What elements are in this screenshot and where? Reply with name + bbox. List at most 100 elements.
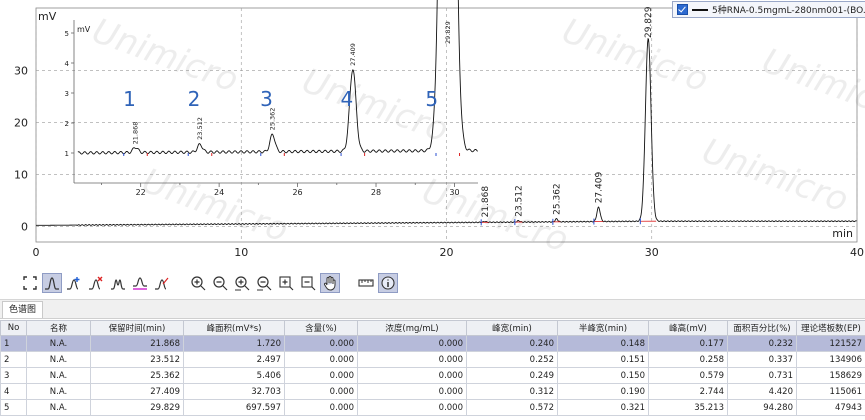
pan-hand-icon (323, 276, 336, 291)
inset-peak-label: 29.829 (444, 21, 452, 44)
y-tick-label: 30 (14, 64, 28, 77)
info-button[interactable] (378, 273, 398, 293)
table-cell: 0.177 (648, 335, 728, 352)
table-row[interactable]: 5 N.A. 29.829 697.597 0.000 0.000 0.572 0.321 35… (0, 399, 865, 416)
table-cell: 0.000 (357, 399, 467, 416)
integrate-peak-icon (45, 277, 59, 290)
inset-y-tick-label: 2 (65, 120, 69, 128)
table-row[interactable]: 4 N.A. 27.409 32.703 0.000 0.000 0.312 0.190 2.7… (0, 383, 865, 400)
x-tick-label: 20 (440, 246, 454, 259)
peak-number: 1 (123, 87, 136, 111)
column-header[interactable]: 峰高(mV) (648, 320, 728, 336)
legend-checkbox[interactable] (677, 4, 688, 15)
add-peak-icon (67, 277, 80, 290)
table-cell: 0.579 (648, 367, 728, 384)
table-cell: 25.362 (90, 367, 184, 384)
table-cell: 0.258 (648, 351, 728, 368)
legend-line-swatch (692, 8, 708, 11)
column-header[interactable]: 峰宽(min) (466, 320, 558, 336)
table-cell: 32.703 (183, 383, 285, 400)
tab-chromatogram[interactable]: 色谱图 (2, 301, 44, 318)
table-row[interactable]: 1 N.A. 21.868 1.720 0.000 0.000 0.240 0.148 0.17… (0, 335, 865, 352)
table-cell: 29.829 (90, 399, 184, 416)
column-header[interactable]: 名称 (26, 320, 91, 336)
table-cell: 0.000 (284, 399, 358, 416)
column-header[interactable]: No (0, 320, 27, 336)
table-cell: 0.232 (727, 335, 797, 352)
fit-all-button[interactable] (20, 273, 40, 293)
table-cell: 94.280 (727, 399, 797, 416)
table-cell: 4 (0, 383, 27, 400)
zoom-in-button[interactable] (188, 273, 208, 293)
baseline-button[interactable] (130, 273, 150, 293)
x-tick-label: 30 (645, 246, 659, 259)
table-cell: 0.731 (727, 367, 797, 384)
column-header[interactable]: 浓度(mg/mL) (357, 320, 467, 336)
zoom-in-x-button[interactable] (232, 273, 252, 293)
add-peak-button[interactable] (64, 273, 84, 293)
table-cell: 0.000 (284, 351, 358, 368)
peak-label: 25.362 (553, 183, 563, 215)
delete-peak-icon (89, 276, 103, 290)
pan-hand-button[interactable] (320, 273, 340, 293)
table-row[interactable]: 2 N.A. 23.512 2.497 0.000 0.000 0.252 0.151 0.25… (0, 351, 865, 368)
table-cell: N.A. (26, 383, 91, 400)
inset-x-tick-label: 24 (214, 188, 224, 197)
table-cell: 2 (0, 351, 27, 368)
inset-x-tick-label: 26 (292, 188, 302, 197)
table-cell: 0.000 (284, 335, 358, 352)
inset-y-tick-label: 4 (65, 60, 70, 68)
zoom-in-y-icon (279, 276, 294, 291)
table-cell: 0.337 (727, 351, 797, 368)
chart-legend[interactable]: 5种RNA-0.5mgmL-280nm001-(BO... (672, 1, 865, 18)
chart-toolbar (0, 270, 865, 296)
peak-number: 5 (425, 87, 438, 111)
inset-y-tick-label: 3 (65, 90, 69, 98)
ruler-icon (358, 279, 374, 287)
table-cell: N.A. (26, 399, 91, 416)
column-header[interactable]: 理论塔板数(EP) (796, 320, 865, 336)
column-header[interactable]: 面积百分比(%) (727, 320, 797, 336)
peak-number: 4 (340, 87, 353, 111)
column-header[interactable]: 保留时间(min) (90, 320, 184, 336)
table-cell: 1 (0, 335, 27, 352)
split-peak-button[interactable] (108, 273, 128, 293)
legend-label: 5种RNA-0.5mgmL-280nm001-(BO... (712, 6, 865, 16)
inset-peak-label: 25.362 (269, 108, 277, 131)
zoom-in-x-icon (235, 276, 250, 291)
table-row[interactable]: 3 N.A. 25.362 5.406 0.000 0.000 0.249 0.150 0.57… (0, 367, 865, 384)
inset-y-tick-label: 5 (65, 30, 69, 38)
table-cell: 0.000 (284, 383, 358, 400)
zoom-in-y-button[interactable] (276, 273, 296, 293)
table-cell: 27.409 (90, 383, 184, 400)
table-cell: 2.497 (183, 351, 285, 368)
info-icon (381, 276, 395, 290)
zoom-out-x-button[interactable] (254, 273, 274, 293)
fit-all-icon (23, 276, 37, 290)
manual-integrate-button[interactable] (152, 273, 172, 293)
chromatogram-trace (36, 37, 857, 227)
x-tick-label: 40 (850, 246, 864, 259)
chromatogram-panel[interactable]: Unimicro Unimicro Unimicro Unimicro Unimicro… (0, 0, 865, 268)
delete-peak-button[interactable] (86, 273, 106, 293)
column-header[interactable]: 半峰宽(min) (557, 320, 649, 336)
table-cell: 134906 (796, 351, 865, 368)
zoom-out-button[interactable] (210, 273, 230, 293)
table-cell: 2.744 (648, 383, 728, 400)
peak-label: 29.829 (644, 6, 654, 38)
table-cell: 5.406 (183, 367, 285, 384)
table-cell: 23.512 (90, 351, 184, 368)
table-cell: 0.148 (557, 335, 649, 352)
table-cell: 0.252 (466, 351, 558, 368)
table-cell: 0.000 (357, 383, 467, 400)
ruler-button[interactable] (356, 273, 376, 293)
table-cell: 0.151 (557, 351, 649, 368)
column-header[interactable]: 峰面积(mV*s) (183, 320, 285, 336)
zoom-in-icon (191, 276, 206, 291)
integrate-peak-button[interactable] (42, 273, 62, 293)
y-axis-label: mV (38, 10, 57, 23)
column-header[interactable]: 含量(%) (284, 320, 358, 336)
zoom-out-y-button[interactable] (298, 273, 318, 293)
